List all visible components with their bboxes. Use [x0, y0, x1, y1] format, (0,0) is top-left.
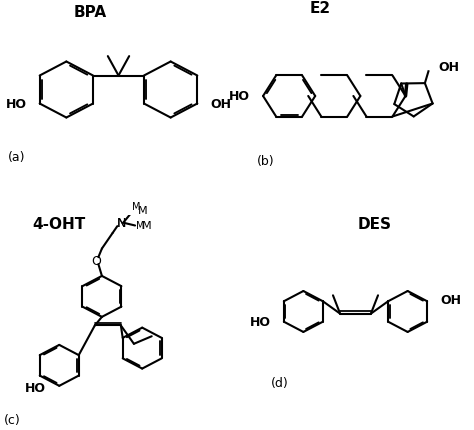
Text: O: O [91, 254, 101, 267]
Text: HO: HO [250, 316, 271, 329]
Text: M: M [142, 221, 151, 231]
Text: DES: DES [357, 216, 392, 231]
Text: OH: OH [438, 61, 459, 74]
Text: M: M [132, 202, 140, 212]
Text: HO: HO [6, 98, 27, 111]
Text: HO: HO [25, 381, 46, 395]
Text: N: N [117, 217, 126, 230]
Text: HO: HO [229, 90, 250, 103]
Text: M: M [138, 206, 148, 216]
Text: 4-OHT: 4-OHT [33, 216, 86, 231]
Text: (d): (d) [271, 376, 289, 389]
Text: M: M [136, 221, 145, 231]
Text: BPA: BPA [73, 6, 107, 20]
Text: (b): (b) [256, 155, 274, 168]
Text: E2: E2 [310, 1, 330, 16]
Text: OH: OH [440, 293, 461, 306]
Text: N: N [117, 217, 126, 230]
Text: (c): (c) [3, 413, 20, 426]
Text: (a): (a) [8, 150, 25, 163]
Text: OH: OH [210, 98, 231, 111]
